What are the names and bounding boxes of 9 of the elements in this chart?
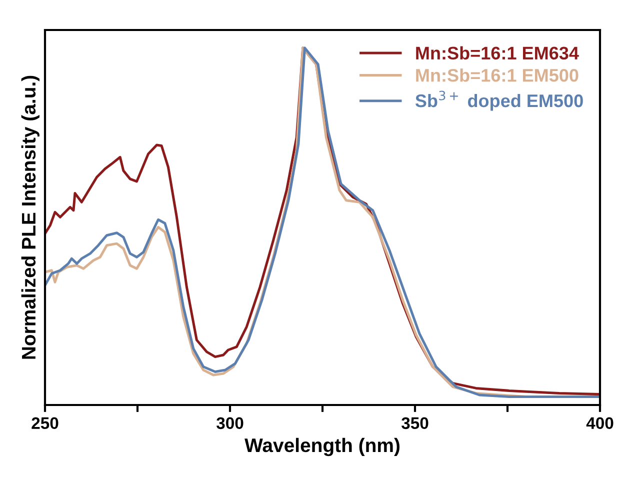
x-tick-label: 250: [32, 417, 58, 430]
legend-label: Mn:Sb=16:1 EM634: [416, 46, 579, 60]
x-axis-title: Wavelength (nm): [244, 438, 400, 456]
x-tick-label: 400: [586, 417, 614, 430]
x-tick-label: 350: [401, 417, 428, 430]
x-tick-label: 300: [216, 417, 244, 430]
legend-label: Sb$^{3+}$ doped EM500: [415, 90, 583, 111]
legend-label: Mn:Sb=16:1 EM500: [416, 68, 578, 82]
y-axis-title: Normalized PLE Intensity (a.u.): [21, 76, 40, 359]
